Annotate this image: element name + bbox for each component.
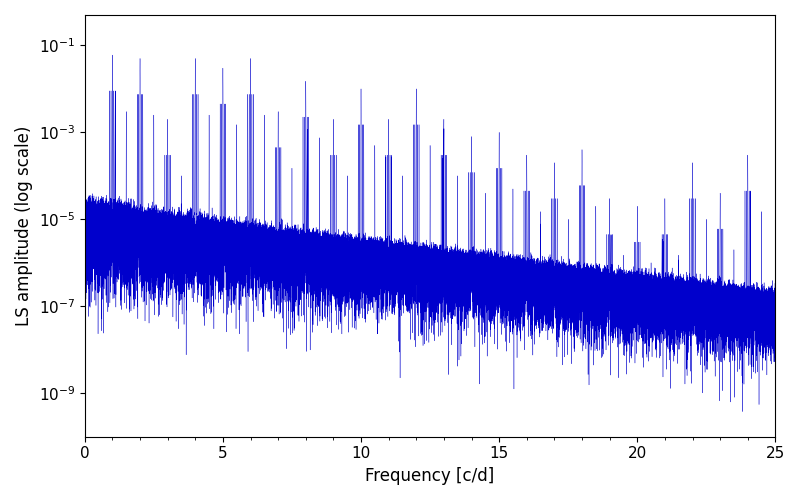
Y-axis label: LS amplitude (log scale): LS amplitude (log scale)	[15, 126, 33, 326]
X-axis label: Frequency [c/d]: Frequency [c/d]	[366, 467, 494, 485]
